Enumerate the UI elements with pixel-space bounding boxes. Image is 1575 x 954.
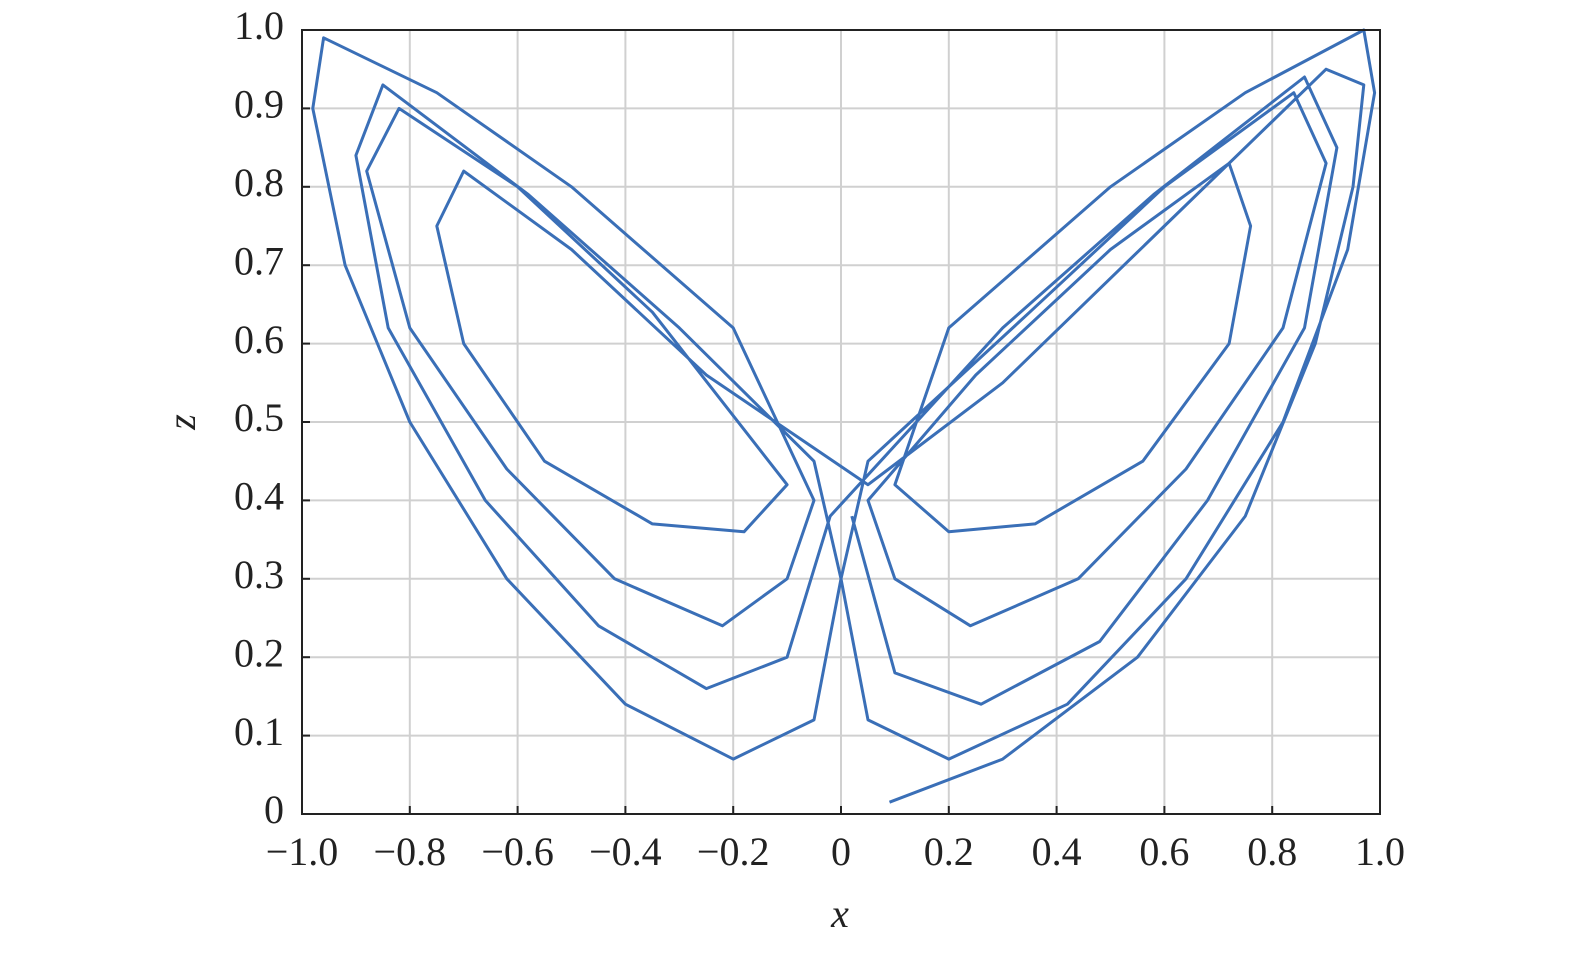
x-tick-label: 0.4 [1032, 829, 1082, 874]
x-tick-label: −0.8 [374, 829, 447, 874]
x-tick-label: 0 [831, 829, 851, 874]
x-tick-label: 0.8 [1247, 829, 1297, 874]
y-tick-label: 0.3 [234, 552, 284, 597]
trajectory [311, 28, 1377, 804]
x-tick-label: −0.2 [697, 829, 770, 874]
y-tick-label: 0.8 [234, 160, 284, 205]
y-tick-label: 0.9 [234, 82, 284, 127]
plot-frame [301, 29, 1381, 815]
x-tick-label: 1.0 [1355, 829, 1405, 874]
y-tick-label: 0.5 [234, 395, 284, 440]
y-tick-label: 0.6 [234, 317, 284, 362]
y-tick-label: 0.2 [234, 630, 284, 675]
x-tick-label: −0.6 [481, 829, 554, 874]
y-tick-label: 1.0 [234, 3, 284, 48]
x-tick-label: 0.6 [1139, 829, 1189, 874]
x-tick-label: −0.4 [589, 829, 662, 874]
y-axis-label: z [159, 414, 204, 431]
x-tick-label: 0.2 [924, 829, 974, 874]
y-tick-label: 0.4 [234, 474, 284, 519]
y-tick-label: 0 [264, 787, 284, 832]
x-axis-label: x [830, 891, 849, 936]
x-tick-label: −1.0 [266, 829, 339, 874]
y-tick-label: 0.7 [234, 238, 284, 283]
y-tick-label: 0.1 [234, 709, 284, 754]
